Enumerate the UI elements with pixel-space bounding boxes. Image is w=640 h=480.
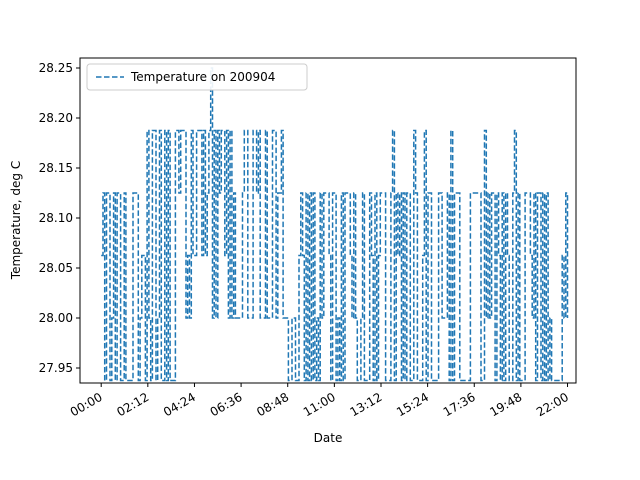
plot-frame: [79, 57, 577, 384]
series-line-temperature: [101, 67, 569, 382]
x-axis-label: Date: [314, 431, 343, 445]
y-axis: 27.95 28.00 28.05 28.10 28.15 28.20 28.25: [39, 61, 80, 375]
y-tick-label: 28.05: [39, 261, 73, 275]
legend-box: [86, 63, 308, 91]
plot-area: [80, 58, 576, 383]
y-tick-label: 28.25: [39, 61, 73, 75]
y-tick-label: 28.20: [39, 111, 73, 125]
y-tick-label: 27.95: [39, 361, 73, 375]
y-tick-label: 28.10: [39, 211, 73, 225]
y-axis-label: Temperature, deg C: [9, 161, 23, 280]
data-series: [101, 67, 569, 382]
legend-entry-label: Temperature on 200904: [130, 70, 275, 84]
y-tick-label: 28.00: [39, 311, 73, 325]
y-tick-label: 28.15: [39, 161, 73, 175]
legend: Temperature on 200904: [86, 63, 308, 91]
